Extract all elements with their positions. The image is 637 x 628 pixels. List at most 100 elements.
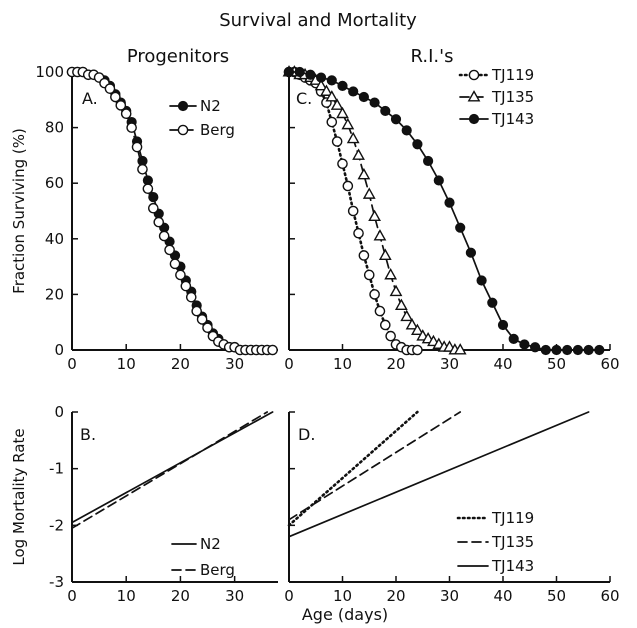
data-point-berg bbox=[148, 202, 159, 214]
figure-title: Survival and Mortality bbox=[219, 10, 417, 31]
x-tick-label: 20 bbox=[386, 587, 405, 605]
data-point-tj135 bbox=[314, 78, 328, 91]
data-point-tj143 bbox=[455, 222, 466, 233]
data-point-berg bbox=[120, 108, 132, 119]
y-tick-label: 20 bbox=[45, 285, 64, 303]
data-point-berg bbox=[202, 322, 213, 334]
y-axis-label: Log Mortality Rate bbox=[10, 428, 28, 565]
x-tick-label: 10 bbox=[117, 587, 136, 605]
data-point-tj119 bbox=[326, 116, 338, 128]
y-tick-label: -1 bbox=[49, 460, 64, 478]
legend-label-tj143: TJ143 bbox=[491, 557, 534, 575]
shared-x-axis-label: Age (days) bbox=[302, 605, 388, 624]
data-point-tj119 bbox=[374, 305, 386, 317]
data-point-tj135 bbox=[330, 98, 344, 110]
data-point-tj135 bbox=[405, 318, 419, 330]
data-point-berg bbox=[158, 230, 170, 242]
data-point-tj135 bbox=[453, 343, 467, 355]
data-point-tj143 bbox=[465, 247, 476, 258]
y-tick-label: -3 bbox=[49, 573, 64, 591]
x-tick-label: 30 bbox=[225, 587, 244, 605]
data-point-tj143 bbox=[487, 297, 498, 308]
x-tick-label: 0 bbox=[284, 355, 294, 373]
y-tick-label: 0 bbox=[54, 341, 64, 359]
y-tick-label: 80 bbox=[45, 119, 64, 137]
panel-label-c: C. bbox=[296, 89, 312, 108]
data-point-tj143 bbox=[412, 139, 423, 150]
x-tick-label: 20 bbox=[171, 587, 190, 605]
series-berg bbox=[66, 66, 278, 356]
panel-c: 0 10 20 30 40 50 60 C. TJ119 TJ135 TJ143 bbox=[282, 65, 620, 373]
data-point-tj143 bbox=[508, 333, 519, 344]
data-point-tj119 bbox=[353, 227, 364, 239]
data-point-tj135 bbox=[373, 229, 387, 241]
data-point-tj143 bbox=[540, 344, 551, 356]
panel-label-a: A. bbox=[82, 89, 98, 108]
series-berg bbox=[71, 411, 269, 530]
data-point-tj143 bbox=[316, 72, 327, 83]
series-tj143 bbox=[288, 411, 590, 538]
x-tick-label: 20 bbox=[171, 355, 190, 373]
x-tick-label: 0 bbox=[284, 587, 294, 605]
x-tick-label: 30 bbox=[225, 355, 244, 373]
data-point-tj143 bbox=[497, 319, 509, 331]
data-point-tj135 bbox=[400, 309, 414, 322]
data-point-tj119 bbox=[358, 250, 370, 261]
x-tick-label: 10 bbox=[333, 355, 352, 373]
data-point-berg bbox=[137, 163, 148, 175]
x-tick-label: 40 bbox=[493, 355, 512, 373]
data-point-tj119 bbox=[363, 269, 375, 281]
series-n2 bbox=[71, 411, 274, 524]
y-tick-label: 60 bbox=[45, 174, 64, 192]
data-point-tj143 bbox=[476, 275, 487, 286]
data-point-tj135 bbox=[341, 117, 355, 130]
legend-label-tj135: TJ135 bbox=[491, 533, 534, 551]
x-tick-label: 50 bbox=[547, 587, 566, 605]
series-line-tj135 bbox=[288, 411, 462, 521]
data-point-tj135 bbox=[368, 209, 381, 222]
data-point-tj135 bbox=[320, 84, 333, 96]
data-point-tj135 bbox=[357, 167, 371, 180]
x-tick-label: 20 bbox=[386, 355, 405, 373]
data-point-tj119 bbox=[331, 136, 343, 147]
data-point-tj143 bbox=[326, 75, 337, 86]
group-label-ri: R.I.'s bbox=[411, 46, 454, 67]
data-point-tj143 bbox=[305, 69, 316, 80]
legend-label-tj119: TJ119 bbox=[491, 66, 534, 84]
data-point-berg bbox=[267, 344, 278, 356]
data-point-berg bbox=[185, 291, 197, 303]
panel-a: 0 10 20 30 0 20 40 60 80 100 A. Fraction Surviving … bbox=[10, 63, 278, 373]
data-point-berg bbox=[115, 100, 127, 111]
data-point-tj143 bbox=[583, 344, 594, 356]
series-line-berg bbox=[71, 411, 269, 530]
data-point-tj119 bbox=[412, 344, 423, 356]
x-tick-label: 30 bbox=[440, 355, 459, 373]
data-point-berg bbox=[164, 244, 175, 256]
data-point-tj119 bbox=[369, 289, 380, 300]
data-point-tj143 bbox=[444, 197, 455, 208]
legend-label-berg: Berg bbox=[200, 561, 235, 579]
series-line-berg bbox=[71, 71, 274, 351]
legend-marker-tj119 bbox=[468, 69, 480, 81]
x-tick-label: 30 bbox=[440, 587, 459, 605]
legend-marker-berg bbox=[177, 124, 189, 136]
data-point-tj135 bbox=[325, 90, 339, 102]
group-label-progenitors: Progenitors bbox=[127, 46, 229, 67]
y-tick-label: -2 bbox=[49, 516, 64, 534]
legend-label-tj119: TJ119 bbox=[491, 509, 534, 527]
data-point-tj143 bbox=[530, 342, 541, 353]
y-tick-label: 40 bbox=[45, 230, 64, 248]
data-point-tj143 bbox=[423, 155, 434, 167]
data-point-berg bbox=[175, 269, 186, 281]
data-point-tj119 bbox=[379, 319, 391, 331]
panel-label-d: D. bbox=[298, 425, 315, 444]
legend-label-tj135: TJ135 bbox=[491, 88, 534, 106]
data-point-berg bbox=[142, 183, 154, 195]
panel-b: 0 10 20 30 0 -1 -2 -3 B. Log Mortality Rate N2 Berg bbox=[10, 403, 278, 605]
data-point-tj119 bbox=[342, 180, 354, 192]
data-point-tj135 bbox=[336, 106, 349, 119]
x-tick-label: 50 bbox=[547, 355, 566, 373]
panel-d: 0 10 20 30 40 50 60 D. TJ119 TJ135 TJ143 bbox=[284, 410, 620, 605]
